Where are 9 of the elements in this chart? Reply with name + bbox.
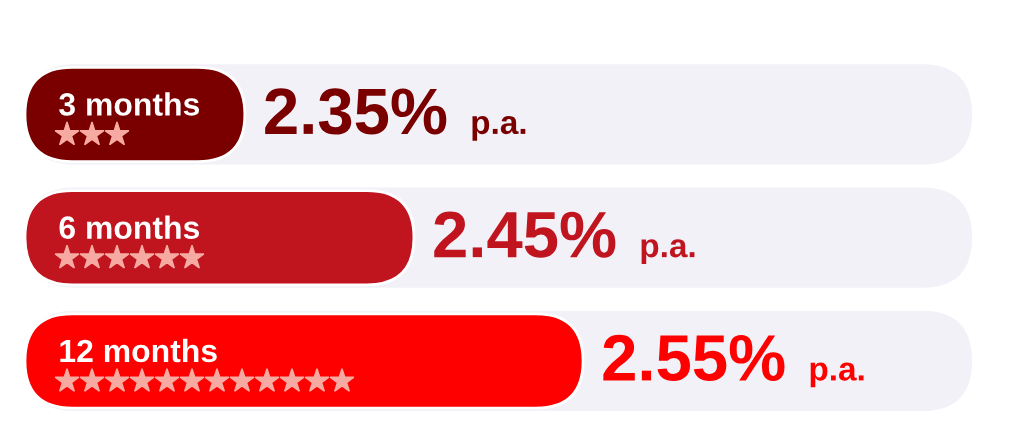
data-label: 2.55% [603,334,785,382]
data-label: 2.45% [434,211,616,258]
y-tick-label: 6 months [59,215,200,239]
y-tick-label: 3 months [59,92,200,116]
annotation: p.a. [472,115,526,141]
y-tick-label: 12 months [60,338,217,363]
annotation: p.a. [810,362,864,388]
data-label: 2.35% [265,88,447,135]
annotation: p.a. [641,239,695,265]
